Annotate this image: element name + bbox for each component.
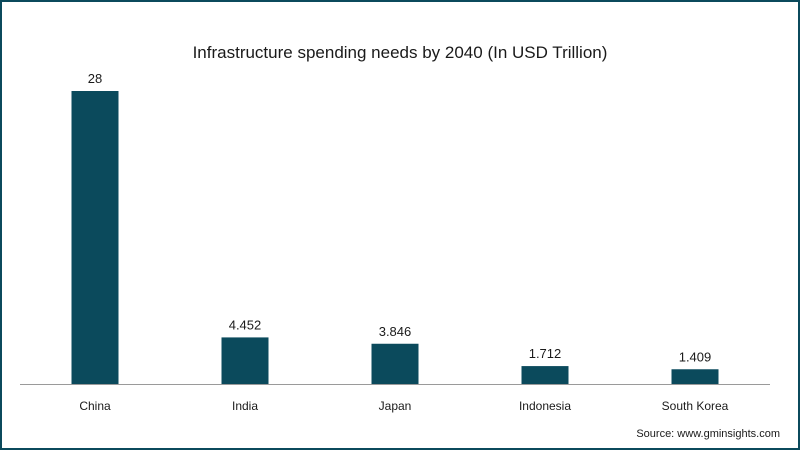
data-label: 1.712 [529,346,562,361]
source-note: Source: www.gminsights.com [636,428,780,440]
data-label: 1.409 [679,349,712,364]
bar-china [71,91,119,384]
chart-title: Infrastructure spending needs by 2040 (I… [192,43,608,62]
x-tick-label: South Korea [662,399,729,413]
data-label: 3.846 [379,324,412,339]
bar-south-korea [671,369,719,384]
x-tick-label: Japan [379,399,412,413]
data-label: 28 [88,71,102,86]
x-tick-label: China [79,399,111,413]
bar-japan [371,343,419,384]
data-label: 4.452 [229,317,262,332]
bar-india [221,337,269,384]
bar-indonesia [521,366,569,384]
x-tick-label: India [232,399,258,413]
x-tick-label: Indonesia [519,399,571,413]
